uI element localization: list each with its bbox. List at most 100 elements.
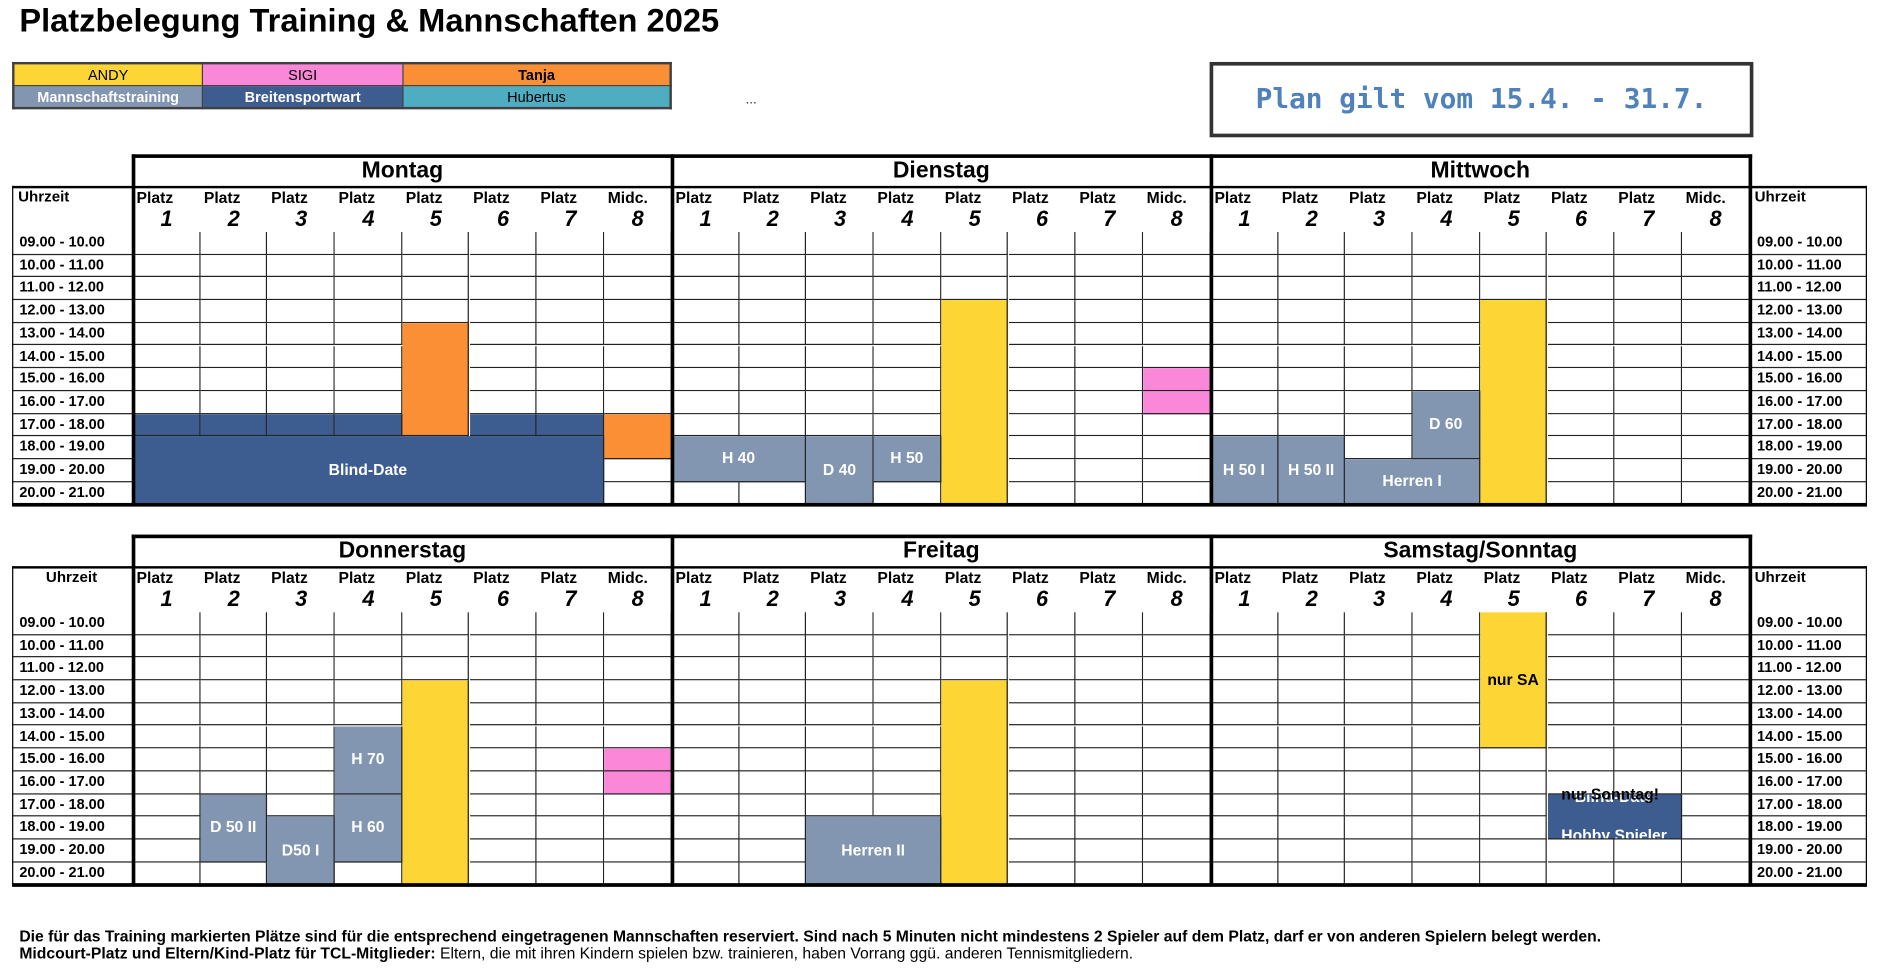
schedule-cell: [334, 680, 403, 704]
schedule-cell: [941, 232, 1009, 255]
schedule-cell: [739, 322, 807, 346]
schedule-cell: [806, 300, 874, 323]
time-slot-label: 13.00 - 14.00: [1749, 703, 1867, 726]
schedule-cell: [1614, 839, 1682, 863]
schedule-cell: [873, 368, 942, 392]
schedule-cell: [1210, 635, 1279, 658]
court-number: 8: [1709, 586, 1722, 612]
schedule-cell: [739, 794, 807, 817]
schedule-cell: [1210, 413, 1279, 437]
schedule-cell: [1547, 657, 1615, 681]
schedule-cell: [739, 839, 807, 863]
schedule-cell: [739, 391, 807, 414]
schedule-cell: [739, 612, 807, 636]
schedule-cell: [267, 232, 335, 255]
schedule-cell: [806, 345, 874, 369]
time-slot-label: 20.00 - 21.00: [1749, 482, 1867, 505]
schedule-cell: [1681, 413, 1750, 437]
court-number: 3: [1373, 206, 1386, 231]
schedule-cell: [1210, 612, 1279, 636]
schedule-cell: [536, 748, 605, 772]
schedule-cell: [132, 725, 201, 749]
schedule-cell: [671, 680, 740, 704]
schedule-cell: [469, 680, 537, 704]
schedule-cell: [1075, 771, 1143, 795]
schedule-cell: [1614, 612, 1682, 636]
schedule-cell: [1278, 680, 1346, 704]
schedule-cell: [1345, 680, 1413, 704]
legend-row: ANDY SIGI Tanja: [12, 62, 672, 87]
schedule-cell: [334, 254, 403, 278]
schedule-cell: [1412, 322, 1481, 346]
schedule-cell: [671, 635, 740, 658]
schedule-cell: [536, 680, 605, 704]
court-header-label: Midc.: [607, 188, 648, 207]
booking-label: D 50 II: [210, 817, 257, 837]
court-header-label: Platz: [1349, 188, 1386, 207]
booking-block: [469, 413, 537, 437]
court-header-label: Platz: [1483, 188, 1521, 207]
court-header-label: Midc.: [1685, 188, 1726, 207]
day-name: Samstag/Sonntag: [1383, 538, 1578, 564]
schedule-cell: [604, 300, 672, 323]
footer-line-2-bold: Midcourt-Platz und Eltern/Kind-Platz für…: [19, 943, 436, 963]
booking-block: H 40: [671, 436, 807, 482]
schedule-cell: [200, 368, 268, 392]
schedule-cell: [873, 725, 942, 749]
schedule-cell: [1547, 368, 1615, 392]
schedule-cell: [671, 254, 740, 278]
schedule-cell: [1345, 612, 1413, 636]
schedule-cell: [1278, 748, 1346, 772]
day-name: Mittwoch: [1430, 157, 1531, 184]
schedule-cell: [536, 725, 605, 749]
court-number: 7: [1103, 586, 1116, 612]
schedule-cell: [536, 771, 605, 795]
schedule-cell: [200, 657, 268, 681]
schedule-cell: [469, 232, 537, 255]
top-border-line: [131, 534, 1753, 539]
schedule-cell: [806, 391, 874, 414]
schedule-cell: [671, 748, 740, 772]
court-number: 6: [1574, 586, 1588, 612]
schedule-cell: [1681, 839, 1750, 863]
schedule-cell: [469, 816, 537, 840]
booking-label: Herren I: [1382, 471, 1442, 490]
time-slot-label: 17.00 - 18.00: [12, 414, 133, 437]
schedule-cell: [1345, 277, 1413, 301]
schedule-cell: [1681, 725, 1750, 749]
schedule-cell: [1345, 300, 1413, 323]
schedule-cell: [806, 322, 874, 346]
time-slot-label: 18.00 - 19.00: [1749, 437, 1867, 460]
schedule-cell: [132, 839, 201, 863]
court-header-label: Platz: [1349, 568, 1386, 587]
court-number: 8: [1170, 586, 1183, 612]
court-number: 8: [1709, 206, 1722, 231]
schedule-cell: [132, 635, 201, 658]
schedule-cell: [1547, 771, 1615, 795]
schedule-cell: [1143, 839, 1211, 863]
schedule-cell: [1143, 771, 1211, 795]
schedule-cell: [1547, 703, 1615, 726]
schedule-cell: [132, 748, 201, 772]
schedule-cell: [1547, 254, 1615, 278]
schedule-cell: [1075, 725, 1143, 749]
schedule-cell: [536, 862, 605, 885]
schedule-cell: [1681, 345, 1750, 369]
schedule-cell: [200, 703, 268, 726]
schedule-cell: [1008, 816, 1076, 840]
schedule-cell: [1278, 725, 1346, 749]
court-header-label: Platz: [1281, 568, 1319, 587]
schedule-cell: [1143, 725, 1211, 749]
uhrzeit-label-left: Uhrzeit: [45, 568, 98, 586]
booking-block: [334, 413, 403, 437]
court-header-label: Platz: [338, 568, 376, 587]
booking-block: [200, 413, 268, 437]
court-number: 1: [160, 206, 173, 231]
schedule-cell: [1278, 816, 1346, 840]
booking-block: H 50: [873, 436, 942, 482]
schedule-cell: [1614, 725, 1682, 749]
schedule-cell: [671, 322, 740, 346]
schedule-cell: [806, 254, 874, 278]
court-header-label: Platz: [742, 568, 780, 587]
court-header-label: Platz: [944, 568, 982, 587]
